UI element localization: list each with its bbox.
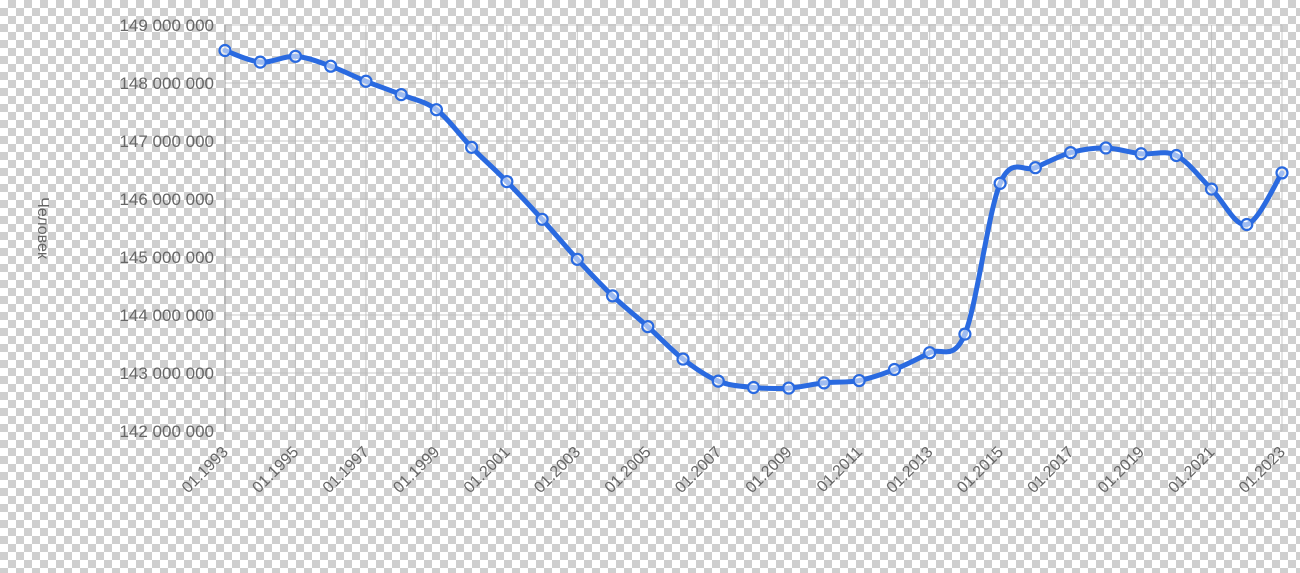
x-tick-label: 01.1999	[390, 444, 443, 497]
y-tick-label: 146 000 000	[119, 190, 214, 209]
x-axis: 01.1993 01.1995 01.1997 01.1999 01.2001 01.20…	[179, 444, 1289, 497]
data-point	[1063, 146, 1078, 160]
x-tick-label: 01.2015	[954, 444, 1007, 497]
data-point	[641, 320, 655, 334]
x-tick-label: 01.2011	[814, 444, 866, 496]
x-tick-label: 01.2009	[743, 444, 796, 497]
y-tick-label: 147 000 000	[119, 132, 214, 151]
y-tick-label: 142 000 000	[119, 422, 214, 441]
x-tick-label: 01.2017	[1025, 444, 1078, 497]
x-tick-label: 01.2021	[1165, 444, 1218, 497]
data-point	[359, 74, 373, 88]
x-tick-label: 01.2005	[602, 444, 655, 497]
data-point	[993, 176, 1007, 190]
data-point	[782, 381, 796, 395]
data-point	[218, 43, 232, 58]
data-point	[253, 55, 267, 69]
data-point	[605, 289, 620, 303]
y-axis: 149 000 000 148 000 000 147 000 000 146 000…	[119, 16, 226, 441]
series-line	[222, 48, 1285, 392]
data-point	[887, 362, 902, 377]
y-tick-label: 148 000 000	[119, 74, 214, 93]
y-tick-label: 143 000 000	[119, 364, 214, 383]
x-tick-label: 01.2023	[1236, 444, 1289, 497]
x-tick-label: 01.1997	[320, 444, 373, 497]
data-point	[1204, 182, 1219, 196]
series-line-layer	[222, 48, 1285, 392]
data-point	[465, 140, 479, 154]
y-tick-label: 144 000 000	[119, 306, 214, 325]
x-tick-label: 01.1995	[249, 444, 302, 497]
data-point	[746, 380, 761, 395]
data-point	[324, 59, 338, 73]
data-point	[1275, 166, 1289, 180]
data-point	[817, 376, 831, 390]
data-point	[535, 212, 549, 226]
data-point	[500, 175, 514, 189]
x-tick-label: 01.2013	[884, 444, 937, 497]
x-tick-label: 01.1993	[179, 444, 232, 497]
y-tick-label: 149 000 000	[119, 16, 214, 35]
data-point	[570, 252, 584, 266]
series-points-layer	[218, 43, 1289, 395]
data-point	[958, 327, 972, 341]
data-point	[923, 346, 937, 360]
data-point	[288, 49, 303, 63]
data-point	[394, 87, 408, 102]
data-point	[1240, 217, 1254, 232]
y-tick-label: 145 000 000	[119, 248, 214, 267]
y-axis-title: Человек	[34, 197, 51, 260]
data-point	[1028, 161, 1042, 175]
x-tick-label: 01.2007	[672, 444, 725, 497]
data-point	[711, 374, 725, 388]
grid	[224, 24, 1283, 432]
x-tick-label: 01.2019	[1095, 444, 1148, 497]
x-tick-label: 01.2001	[461, 444, 514, 497]
x-tick-label: 01.2003	[531, 444, 584, 497]
data-point	[1134, 147, 1148, 161]
data-point	[1099, 141, 1113, 155]
data-point	[852, 373, 866, 388]
data-point	[429, 103, 443, 117]
data-point	[676, 352, 690, 366]
data-point	[1169, 148, 1183, 163]
